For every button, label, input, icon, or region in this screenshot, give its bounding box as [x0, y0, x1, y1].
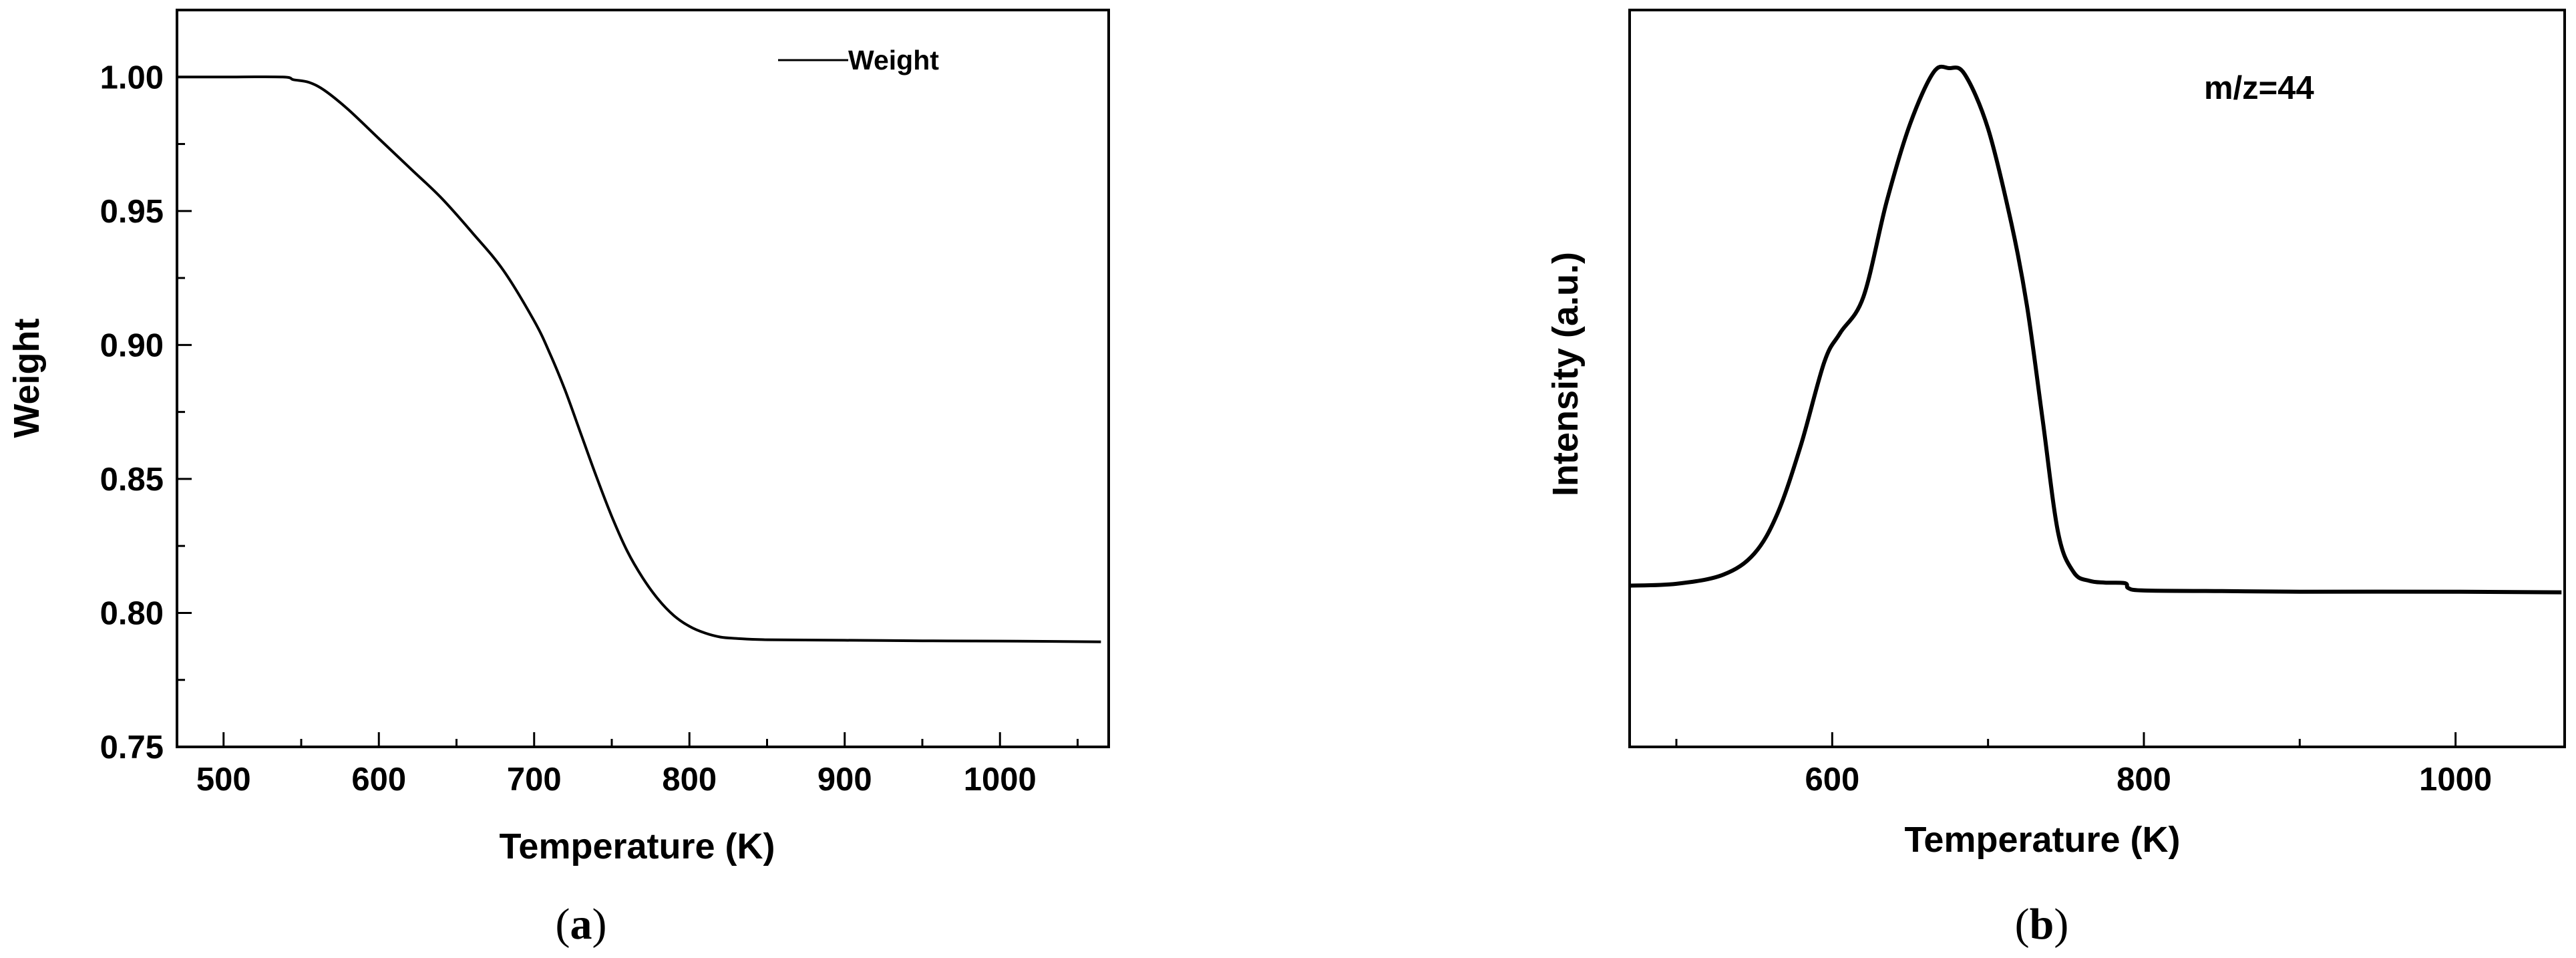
y-tick-label: 0.90 [100, 327, 164, 363]
y-tick-label: 0.75 [100, 730, 164, 766]
panel-b-x-ticks: 600 800 1000 [1675, 732, 2492, 798]
panel-a-legend: Weight [778, 45, 939, 75]
x-tick-label: 600 [351, 762, 406, 798]
panel-a-weight-curve [176, 75, 1101, 643]
panel-a-y-axis-title: Weight [7, 318, 47, 438]
y-tick-label: 0.85 [100, 462, 164, 498]
y-tick-label: 0.80 [100, 595, 164, 631]
x-tick-label: 1000 [2419, 762, 2492, 798]
x-tick-label: 700 [507, 762, 562, 798]
x-tick-label: 800 [2117, 762, 2171, 798]
x-tick-label: 500 [196, 762, 251, 798]
x-tick-label: 900 [817, 762, 872, 798]
panel-b-label: (b) [2015, 900, 2069, 949]
panel-a-y-ticks: 0.75 0.80 0.85 0.90 0.95 1.00 [100, 59, 192, 766]
panel-b-plot-frame [1628, 9, 2566, 748]
panel-b-intensity-curve [1629, 64, 2562, 595]
panel-b-annotation-mz44: m/z=44 [2204, 70, 2314, 106]
panel-a-x-ticks: 500 600 700 800 900 1000 [196, 732, 1079, 798]
y-tick-label: 1.00 [100, 59, 164, 96]
panel-a-x-axis-title: Temperature (K) [499, 826, 775, 866]
x-tick-label: 1000 [964, 762, 1037, 798]
panel-a-plot-frame [176, 9, 1110, 748]
legend-label-weight: Weight [848, 45, 939, 75]
panel-b-intensity-chart: 600 800 1000 m/z=44 Temperature (K) Intens… [1545, 9, 2566, 949]
y-tick-label: 0.95 [100, 194, 164, 230]
x-tick-label: 600 [1805, 762, 1859, 798]
x-tick-label: 800 [662, 762, 717, 798]
panel-a-label: (a) [556, 900, 607, 949]
panel-a-weight-chart: 500 600 700 800 900 1000 0.75 0.80 0.85 0.90 0.95… [7, 9, 1110, 949]
panel-b-x-axis-title: Temperature (K) [1904, 820, 2180, 860]
panel-b-y-axis-title: Intensity (a.u.) [1545, 252, 1586, 496]
